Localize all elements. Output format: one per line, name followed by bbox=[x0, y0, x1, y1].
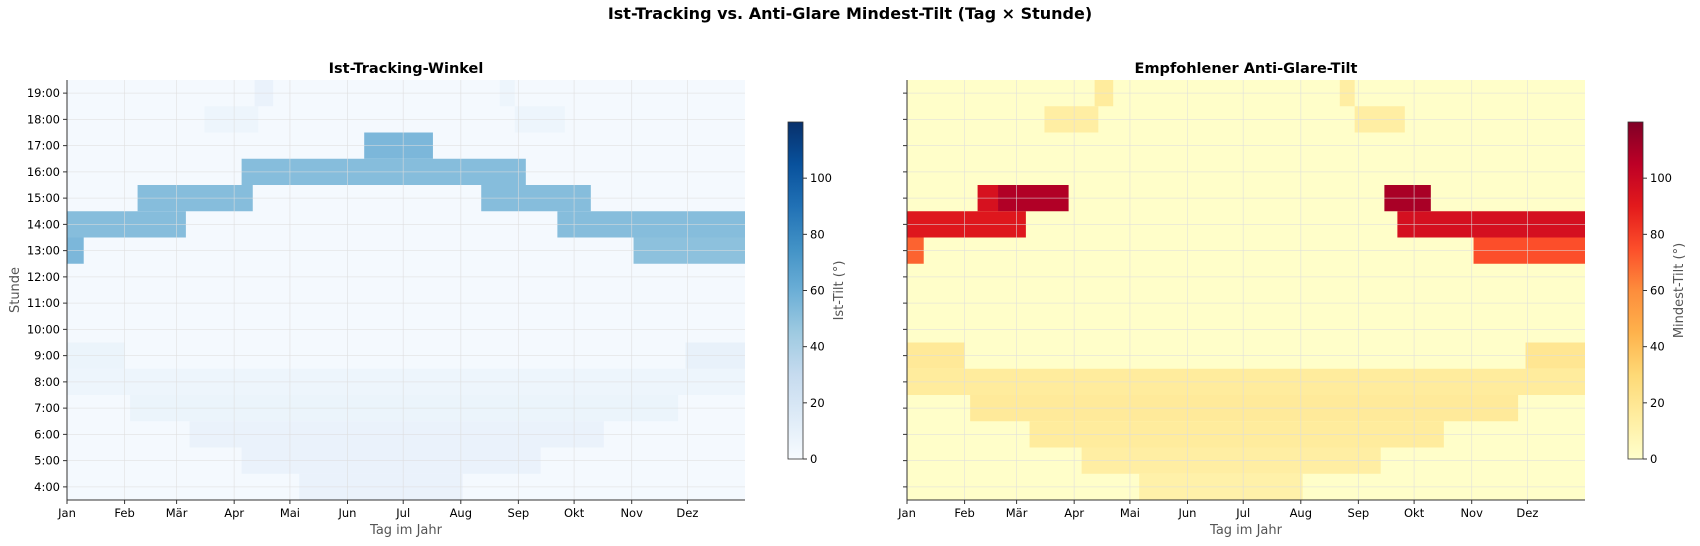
x-axis-label: Tag im Jahr bbox=[1209, 523, 1283, 538]
colorbar-tick-label: 60 bbox=[810, 284, 825, 298]
y-tick-label: 9:00 bbox=[34, 349, 60, 363]
x-tick-label: Apr bbox=[1064, 506, 1084, 520]
y-tick-label: 10:00 bbox=[27, 322, 60, 336]
x-tick-label: Jan bbox=[897, 506, 916, 520]
x-tick-label: Jul bbox=[395, 506, 410, 520]
y-tick-label: 16:00 bbox=[27, 165, 60, 179]
x-tick-label: Okt bbox=[564, 506, 585, 520]
y-tick-label: 11:00 bbox=[27, 296, 60, 310]
colorbar-tick-label: 40 bbox=[1650, 340, 1665, 354]
x-tick-label: Nov bbox=[1460, 506, 1483, 520]
x-tick-label: Aug bbox=[450, 506, 472, 520]
x-tick-label: Mai bbox=[1120, 506, 1140, 520]
x-tick-label: Apr bbox=[224, 506, 244, 520]
x-tick-label: Jun bbox=[1178, 506, 1197, 520]
x-tick-label: Sep bbox=[508, 506, 530, 520]
panel-ist-tracking: Jan Feb Mär Apr Mai Jun Jul Aug Sep Okt Nov Dez 4:00… bbox=[8, 61, 847, 538]
x-tick-label: Nov bbox=[620, 506, 643, 520]
y-tick-label: 12:00 bbox=[27, 270, 60, 284]
y-tick-label: 19:00 bbox=[27, 86, 60, 100]
colorbar bbox=[787, 121, 804, 460]
y-tick-label: 15:00 bbox=[27, 191, 60, 205]
y-axis-label: Stunde bbox=[8, 267, 23, 313]
y-tick-label: 13:00 bbox=[27, 244, 60, 258]
x-tick-label: Mär bbox=[1006, 506, 1028, 520]
y-tick-label: 17:00 bbox=[27, 139, 60, 153]
x-tick-label: Mai bbox=[280, 506, 300, 520]
x-tick-label: Sep bbox=[1348, 506, 1370, 520]
colorbar-tick-label: 80 bbox=[1650, 227, 1665, 241]
colorbar-tick-label: 100 bbox=[1650, 171, 1672, 185]
y-tick-label: 5:00 bbox=[34, 454, 60, 468]
colorbar bbox=[1627, 121, 1644, 460]
colorbar-tick-label: 20 bbox=[810, 396, 825, 410]
panel-anti-glare: Jan Feb Mär Apr Mai Jun Jul Aug Sep Okt Nov Dez Empf… bbox=[897, 61, 1687, 538]
x-tick-label: Jan bbox=[57, 506, 76, 520]
x-tick-label: Aug bbox=[1290, 506, 1312, 520]
y-tick-label: 7:00 bbox=[34, 401, 60, 415]
colorbar-tick-label: 60 bbox=[1650, 284, 1665, 298]
colorbar-label: Ist-Tilt (°) bbox=[832, 261, 847, 321]
colorbar-tick-label: 20 bbox=[1650, 396, 1665, 410]
y-tick-label: 8:00 bbox=[34, 375, 60, 389]
x-tick-label: Jul bbox=[1235, 506, 1250, 520]
x-axis-label: Tag im Jahr bbox=[369, 523, 443, 538]
panel-title: Empfohlener Anti-Glare-Tilt bbox=[1135, 61, 1358, 77]
x-tick-label: Dez bbox=[1516, 506, 1538, 520]
x-tick-label: Okt bbox=[1404, 506, 1425, 520]
x-tick-label: Mär bbox=[166, 506, 188, 520]
y-tick-label: 4:00 bbox=[34, 480, 60, 494]
figure-title: Ist-Tracking vs. Anti-Glare Mindest-Tilt… bbox=[607, 4, 1093, 23]
x-tick-label: Feb bbox=[954, 506, 974, 520]
colorbar-tick-label: 0 bbox=[1650, 452, 1657, 466]
x-tick-label: Dez bbox=[676, 506, 698, 520]
x-tick-label: Jun bbox=[338, 506, 357, 520]
y-tick-label: 18:00 bbox=[27, 112, 60, 126]
panel-title: Ist-Tracking-Winkel bbox=[329, 61, 484, 77]
colorbar-tick-label: 0 bbox=[810, 452, 817, 466]
colorbar-label: Mindest-Tilt (°) bbox=[1672, 243, 1687, 338]
y-tick-label: 14:00 bbox=[27, 217, 60, 231]
colorbar-tick-label: 80 bbox=[810, 227, 825, 241]
y-tick-label: 6:00 bbox=[34, 427, 60, 441]
x-tick-label: Feb bbox=[114, 506, 134, 520]
colorbar-tick-label: 100 bbox=[810, 171, 832, 185]
colorbar-tick-label: 40 bbox=[810, 340, 825, 354]
